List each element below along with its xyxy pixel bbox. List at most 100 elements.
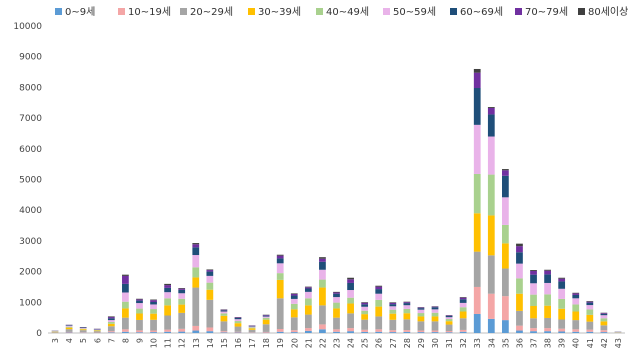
bar-segment — [122, 283, 129, 293]
bar-segment — [375, 289, 383, 294]
bar-segment — [502, 224, 509, 244]
bar-segment — [431, 307, 439, 310]
bar-segment — [122, 275, 129, 284]
bar-segment — [206, 331, 214, 333]
y-tick-label: 0 — [36, 329, 42, 339]
bar-segment — [417, 321, 425, 331]
bar-segment — [136, 313, 143, 320]
bar-segment — [516, 246, 523, 253]
bar-segment — [361, 306, 369, 311]
bar-segment — [290, 293, 298, 295]
bar-segment — [276, 329, 284, 332]
bar-segment — [375, 286, 383, 290]
bar-segment — [262, 315, 270, 317]
bar-segment — [516, 325, 523, 331]
x-tick-label: 9 — [135, 338, 144, 343]
bar-segment — [375, 306, 383, 317]
bar-segment — [417, 307, 425, 309]
bar-segment — [361, 329, 369, 332]
bar-segment — [51, 332, 59, 333]
bar-segment — [319, 279, 326, 288]
bar-segment — [516, 243, 523, 247]
bar-segment — [586, 302, 594, 306]
bar-segment — [333, 331, 340, 333]
bar-segment — [459, 302, 467, 308]
x-tick-label: 6 — [93, 338, 102, 343]
bar-segment — [558, 328, 566, 332]
bar-segment — [361, 310, 369, 315]
bar-segment — [459, 307, 467, 312]
bar-segment — [276, 298, 284, 330]
bar-segment — [220, 321, 228, 332]
bar-segment — [79, 330, 87, 333]
bar-segment — [572, 331, 580, 333]
bar-segment — [502, 320, 509, 333]
bar-segment — [304, 288, 312, 292]
bar-segment — [122, 317, 129, 330]
bar-segment — [459, 318, 467, 330]
bar-segment — [107, 326, 115, 332]
x-tick-label: 42 — [600, 338, 609, 348]
bar-segment — [347, 303, 354, 314]
bar-segment — [65, 327, 73, 330]
bar-segment — [558, 277, 566, 279]
bar-segment — [586, 301, 594, 303]
x-tick-label: 36 — [515, 338, 524, 348]
bar-segment — [572, 311, 580, 321]
bar-segment — [431, 306, 439, 308]
bar-segment — [558, 319, 566, 329]
bar-segment — [136, 319, 143, 331]
bar-segment — [178, 288, 186, 290]
bar-segment — [473, 88, 481, 125]
bar-segment — [502, 197, 509, 225]
x-tick-label: 40 — [572, 338, 581, 348]
bar-segment — [487, 107, 495, 108]
bar-segment — [290, 317, 298, 331]
bar-segment — [65, 325, 73, 326]
bar-segment — [220, 310, 228, 312]
bar-segment — [93, 331, 101, 333]
bar-segment — [333, 308, 340, 318]
legend-label: 70~79세 — [525, 6, 568, 18]
bar-segment — [445, 319, 453, 322]
bar-segment — [347, 282, 354, 291]
bar-segment — [178, 288, 186, 289]
bar-segment — [304, 291, 312, 299]
x-tick-label: 32 — [459, 338, 468, 348]
bar-segment — [417, 316, 425, 322]
bar-segment — [206, 289, 214, 300]
bar-segment — [248, 327, 256, 329]
x-tick-label: 18 — [262, 338, 271, 348]
x-tick-label: 23 — [333, 338, 342, 348]
bar-segment — [558, 298, 566, 309]
bar-segment — [530, 305, 537, 319]
bar-segment — [572, 294, 580, 299]
bar-segment — [487, 293, 495, 319]
bar-segment — [333, 293, 340, 298]
bar-segment — [333, 292, 340, 294]
bar-segment — [431, 316, 439, 322]
bar-segment — [178, 328, 186, 332]
bar-segment — [431, 309, 439, 313]
bar-segment — [445, 317, 453, 320]
x-tick-label: 22 — [318, 338, 327, 348]
bar-segment — [304, 298, 312, 306]
bar-segment — [473, 72, 481, 89]
bar-segment — [319, 269, 326, 280]
x-tick-label: 7 — [107, 338, 116, 343]
bar-segment — [389, 302, 397, 303]
bar-segment — [333, 317, 340, 330]
bar-segment — [262, 319, 270, 325]
bar-segment — [445, 331, 453, 333]
bar-segment — [122, 274, 129, 276]
x-tick-label: 17 — [248, 338, 257, 348]
bar-segment — [544, 294, 551, 306]
bar-segment — [417, 330, 425, 333]
bar-segment — [459, 329, 467, 332]
bar-segment — [136, 303, 143, 309]
legend-label: 80세이상 — [588, 6, 628, 18]
bar-segment — [389, 302, 397, 305]
bar-segment — [319, 257, 326, 259]
x-tick-label: 8 — [121, 338, 130, 343]
bar-segment — [502, 175, 509, 198]
